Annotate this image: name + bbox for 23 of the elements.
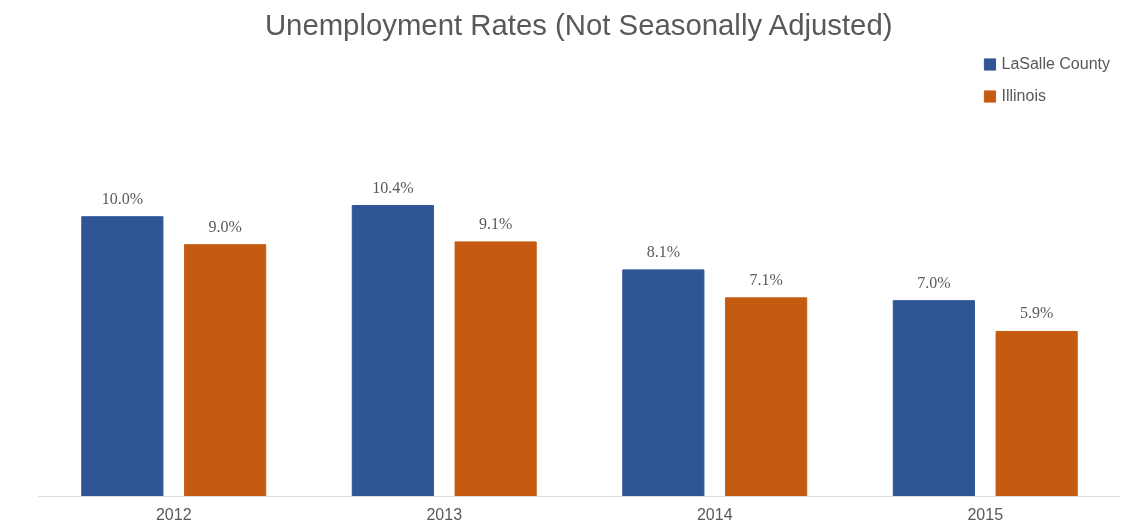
x-tick-label: 2013 bbox=[426, 505, 463, 523]
data-label: 5.9% bbox=[1019, 304, 1054, 322]
bar bbox=[81, 216, 164, 497]
data-label: 9.1% bbox=[478, 214, 513, 232]
data-label: 7.1% bbox=[749, 270, 783, 288]
data-label: 10.4% bbox=[372, 178, 414, 196]
data-label: 7.0% bbox=[917, 273, 951, 291]
data-label: 10.0% bbox=[101, 189, 144, 207]
data-label: 8.1% bbox=[646, 242, 681, 260]
legend-label: Illinois bbox=[1001, 87, 1046, 105]
x-tick-label: 2014 bbox=[696, 505, 733, 523]
bar bbox=[454, 241, 537, 497]
data-label: 9.0% bbox=[208, 217, 242, 235]
x-tick-label: 2015 bbox=[967, 505, 1004, 523]
bar bbox=[725, 297, 808, 497]
bar bbox=[351, 205, 434, 497]
legend-label: LaSalle County bbox=[1001, 55, 1110, 73]
x-tick-label: 2012 bbox=[155, 505, 192, 523]
bar bbox=[184, 244, 267, 497]
bar bbox=[622, 269, 705, 497]
chart-title: Unemployment Rates (Not Seasonally Adjusted) bbox=[264, 7, 893, 41]
bar bbox=[995, 330, 1078, 497]
bar bbox=[892, 300, 975, 497]
